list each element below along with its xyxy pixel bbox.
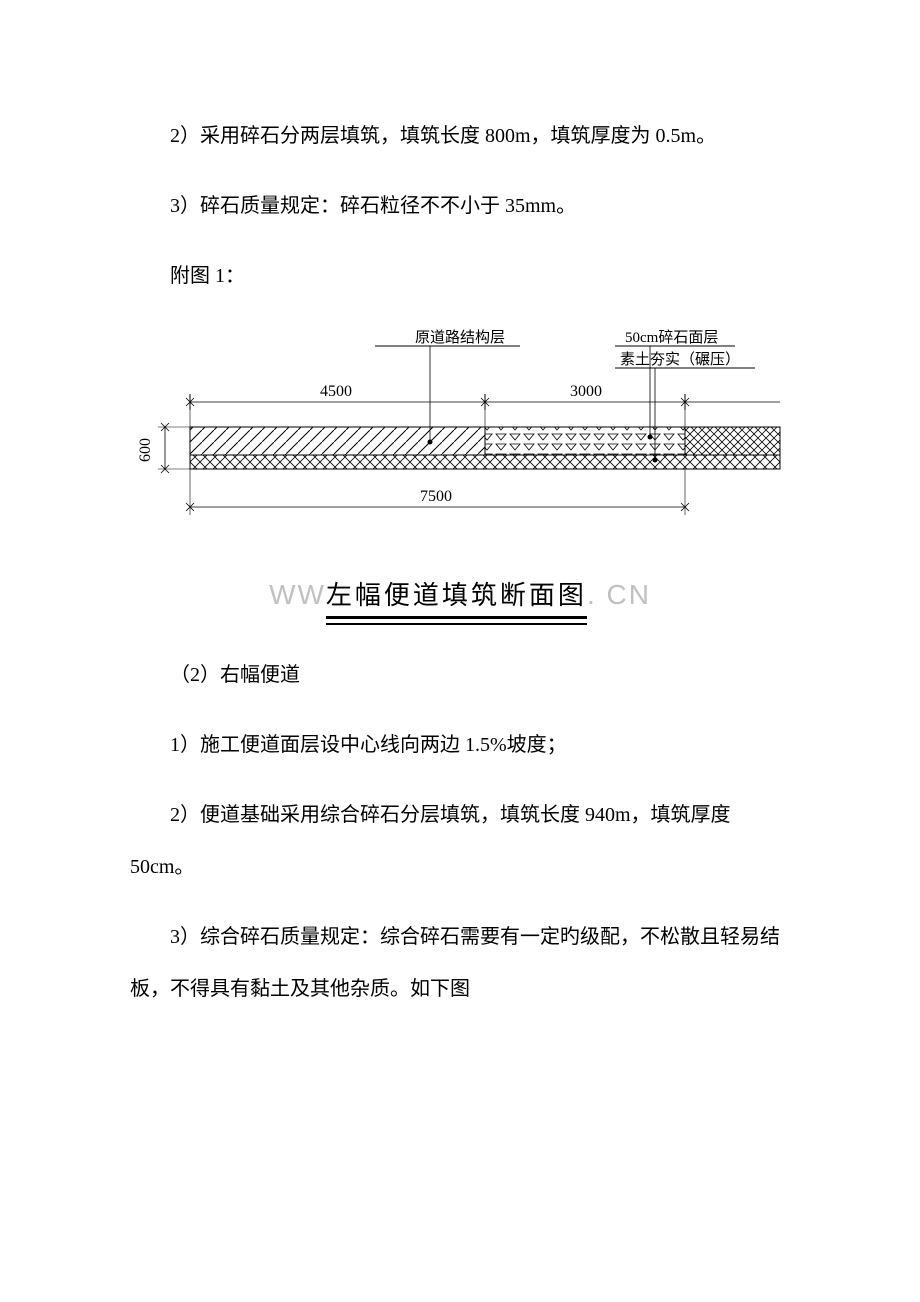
paragraph-2: 3）碎石质量规定：碎石粒径不不小于 35mm。 [130, 180, 790, 232]
dim-3000: 3000 [570, 383, 602, 400]
paragraph-7: 3）综合碎石质量规定：综合碎石需要有一定旳级配，不松散且轻易结板，不得具有黏土及… [130, 911, 790, 1015]
paragraph-5: 1）施工便道面层设中心线向两边 1.5%坡度； [130, 719, 790, 771]
cross-section-diagram: 原道路结构层 50cm碎石面层 素土夯实（碾压） 4500 3000 [130, 322, 790, 619]
watermark-left: WW [269, 579, 326, 610]
label-compacted-soil: 素土夯实（碾压） [620, 351, 740, 368]
watermark-right: . CN [587, 579, 651, 610]
diagram-title: 左幅便道填筑断面图 [326, 575, 587, 619]
label-crushed-stone: 50cm碎石面层 [625, 329, 718, 346]
dim-600: 600 [137, 438, 154, 462]
paragraph-4: （2）右幅便道 [130, 649, 790, 701]
paragraph-6: 2）便道基础采用综合碎石分层填筑，填筑长度 940m，填筑厚度50cm。 [130, 789, 790, 893]
dim-4500: 4500 [320, 383, 352, 400]
diagram-svg: 原道路结构层 50cm碎石面层 素土夯实（碾压） 4500 3000 [130, 322, 790, 552]
diagram-title-row: WW左幅便道填筑断面图. CN [130, 575, 790, 619]
paragraph-3: 附图 1： [130, 250, 790, 302]
paragraph-1: 2）采用碎石分两层填筑，填筑长度 800m，填筑厚度为 0.5m。 [130, 110, 790, 162]
label-original-road: 原道路结构层 [415, 329, 505, 346]
dim-7500: 7500 [420, 488, 452, 505]
